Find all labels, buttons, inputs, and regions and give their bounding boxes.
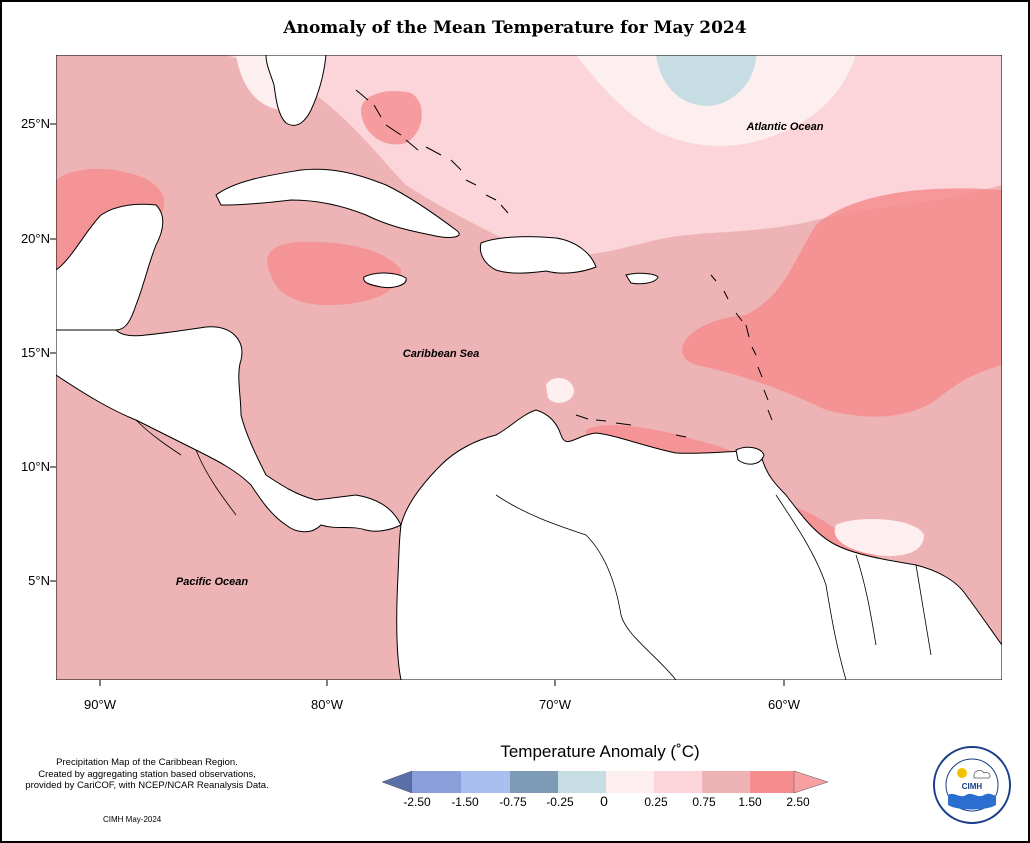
jamaica-land <box>363 272 407 288</box>
lat-label-5n: 5°N <box>28 573 50 588</box>
lat-label-15n: 15°N <box>20 345 50 360</box>
cimh-logo: CIMH <box>933 746 1011 824</box>
map-panel[interactable]: Atlantic Ocean Caribbean Sea Pacific Oce… <box>55 54 1003 681</box>
zone-light-suriname <box>834 519 924 556</box>
anomaly-map: Atlantic Ocean Caribbean Sea Pacific Oce… <box>55 54 1003 681</box>
legend-label-neg0-25: -0.25 <box>546 795 574 809</box>
credit-text: CIMH May-2024 <box>103 815 162 824</box>
footnote: Precipitation Map of the Caribbean Regio… <box>2 757 292 792</box>
lon-label-60w: 60°W <box>768 697 800 712</box>
map-title: Anomaly of the Mean Temperature for May … <box>283 18 747 38</box>
footnote-line-3: provided by CariCOF, with NCEP/NCAR Rean… <box>25 780 269 791</box>
yucatan-land <box>56 203 164 331</box>
water-icon <box>948 793 996 810</box>
zone-light-patch <box>546 378 574 403</box>
cuba-land <box>215 168 460 238</box>
colorbar-bin-1 <box>412 771 461 793</box>
colorbar-bin-4 <box>558 771 606 793</box>
zone-warm-atlantic <box>682 188 1002 417</box>
zone-cool <box>656 55 756 106</box>
lat-label-20n: 20°N <box>20 231 50 246</box>
country-borders <box>135 419 932 680</box>
lat-label-10n: 10°N <box>20 459 50 474</box>
colorbar-arrow-high <box>793 770 829 794</box>
hispaniola-land <box>479 236 597 274</box>
colorbar-arrow-low <box>382 770 413 794</box>
legend-title: Temperature Anomaly (˚C) <box>500 742 700 761</box>
legend-label-neg0-75: -0.75 <box>499 795 527 809</box>
small-islands <box>355 89 773 438</box>
colorbar-bin-8 <box>750 771 794 793</box>
colorbar-bin-2 <box>461 771 510 793</box>
legend-label-neg1-50: -1.50 <box>451 795 479 809</box>
lat-label-25n: 25°N <box>20 116 50 131</box>
legend-label-0-25: 0.25 <box>644 795 668 809</box>
legend-label-0-75: 0.75 <box>692 795 716 809</box>
zone-warm-bahamas <box>361 90 422 145</box>
label-atlantic-ocean: Atlantic Ocean <box>745 121 823 133</box>
legend-label-1-50: 1.50 <box>738 795 762 809</box>
legend-label-neg2-50: -2.50 <box>403 795 431 809</box>
legend-label-2-50: 2.50 <box>786 795 810 809</box>
puerto-rico-land <box>625 272 659 285</box>
footnote-line-2: Created by aggregating station based obs… <box>38 768 256 780</box>
cloud-icon <box>973 770 991 779</box>
label-pacific-ocean: Pacific Ocean <box>176 576 248 588</box>
logo-text: CIMH <box>962 782 983 791</box>
colorbar-bin-6 <box>654 771 702 793</box>
colorbar-bin-5 <box>606 771 654 793</box>
zone-warm-jamaica <box>267 241 401 306</box>
label-caribbean-sea: Caribbean Sea <box>403 348 479 360</box>
lon-label-70w: 70°W <box>539 697 571 712</box>
colorbar <box>382 770 829 794</box>
florida-land <box>265 55 327 126</box>
colorbar-bin-3 <box>510 771 558 793</box>
trinidad-land <box>735 446 765 465</box>
legend-label-zero: 0 <box>600 793 608 809</box>
lon-label-90w: 90°W <box>84 697 116 712</box>
lon-label-80w: 80°W <box>311 697 343 712</box>
sun-icon <box>957 768 967 778</box>
footnote-line-1: Precipitation Map of the Caribbean Regio… <box>56 757 238 768</box>
colorbar-bin-7 <box>702 771 750 793</box>
